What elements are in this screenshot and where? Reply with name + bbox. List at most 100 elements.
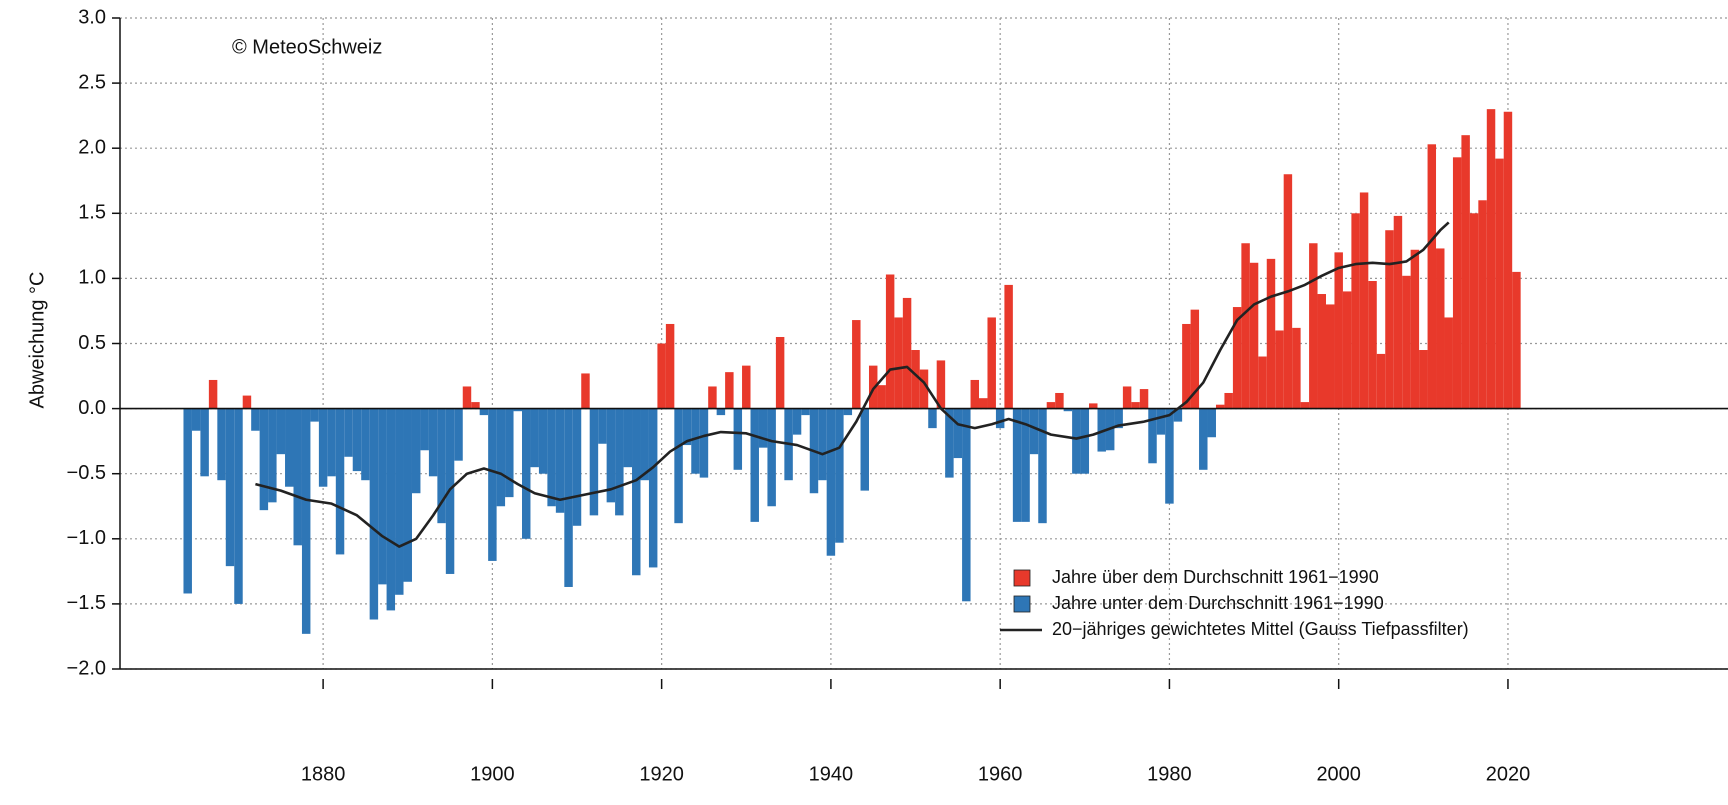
bar <box>877 385 886 409</box>
bar <box>995 408 1005 429</box>
bar <box>1241 243 1250 409</box>
bar <box>572 408 582 526</box>
bar <box>1173 408 1183 422</box>
bar <box>1410 249 1420 409</box>
bar <box>462 386 472 409</box>
bar <box>361 408 370 481</box>
y-tick-label: −0.5 <box>67 462 106 484</box>
bar <box>581 373 590 409</box>
bar <box>1317 294 1326 409</box>
y-tick-label: 2.5 <box>78 71 106 93</box>
bar <box>1080 408 1090 474</box>
bar <box>1258 356 1267 409</box>
bar <box>420 408 429 451</box>
x-tick-label: 1920 <box>639 763 684 785</box>
y-tick-label: 3.0 <box>78 6 106 28</box>
bar <box>919 369 929 409</box>
bar <box>1266 258 1276 409</box>
bar <box>479 408 489 416</box>
bar <box>1495 158 1504 409</box>
bar <box>758 408 768 448</box>
bar <box>276 408 286 455</box>
bar <box>1444 317 1453 409</box>
y-tick-label: 0.0 <box>78 397 106 419</box>
bar <box>259 408 269 511</box>
bar <box>1376 353 1386 409</box>
bar <box>352 408 362 472</box>
x-tick-label: 2000 <box>1316 763 1361 785</box>
bar <box>1368 281 1377 409</box>
bar <box>1122 386 1132 409</box>
bar <box>191 408 201 431</box>
bar <box>1148 408 1157 464</box>
bar <box>1486 109 1496 409</box>
bar <box>1215 404 1225 409</box>
legend-label: Jahre unter dem Durchschnitt 1961−1990 <box>1052 593 1384 613</box>
bar <box>513 408 522 412</box>
legend-label: Jahre über dem Durchschnitt 1961−1990 <box>1052 567 1379 587</box>
bar <box>750 408 759 522</box>
bar <box>767 408 776 507</box>
bar <box>962 408 971 602</box>
bar <box>1427 144 1437 409</box>
smoothed-line <box>255 221 1450 548</box>
bar <box>1275 330 1284 409</box>
bar <box>1249 262 1259 409</box>
bar <box>242 395 252 409</box>
bar <box>936 360 946 409</box>
bar <box>301 408 311 634</box>
bar <box>775 336 785 409</box>
bar <box>488 408 497 561</box>
bar <box>640 408 649 481</box>
bar <box>386 408 396 611</box>
bar <box>1309 243 1318 409</box>
bar <box>674 408 683 524</box>
y-tick-label: 0.5 <box>78 332 106 354</box>
bar <box>843 408 853 416</box>
bar <box>725 372 734 409</box>
bar <box>505 408 514 498</box>
bar <box>1190 309 1200 409</box>
legend-label: 20−jähriges gewichtetes Mittel (Gauss Ti… <box>1052 619 1469 639</box>
bar <box>742 365 751 409</box>
bar <box>310 408 319 422</box>
bar <box>1359 192 1369 409</box>
bar <box>928 408 937 429</box>
bar <box>860 408 869 491</box>
bar <box>1199 408 1208 470</box>
bar <box>285 408 294 487</box>
bar <box>987 317 996 409</box>
bar <box>708 386 717 409</box>
bar <box>1351 213 1360 409</box>
bar <box>1089 403 1098 409</box>
bar <box>1207 408 1216 438</box>
bar <box>1114 408 1123 429</box>
x-tick-label: 1880 <box>301 763 346 785</box>
bar <box>979 398 988 409</box>
bar <box>953 408 963 459</box>
bar <box>1334 252 1343 409</box>
bar <box>665 323 675 409</box>
bar <box>1224 392 1233 409</box>
bar <box>657 343 666 409</box>
bar <box>733 408 743 470</box>
bar <box>894 317 903 409</box>
bar <box>1072 408 1081 474</box>
bar <box>606 408 616 503</box>
bar <box>335 408 345 555</box>
bar <box>1385 230 1394 409</box>
bar <box>1097 408 1106 452</box>
bar <box>183 408 192 594</box>
bar <box>1393 215 1403 409</box>
bar <box>378 408 387 585</box>
bar <box>1038 408 1047 524</box>
bar <box>344 408 353 457</box>
bar <box>902 297 912 409</box>
bar <box>1232 307 1242 409</box>
x-tick-label: 1980 <box>1147 763 1192 785</box>
bar <box>1469 213 1479 409</box>
bar <box>1292 327 1301 409</box>
bar <box>852 320 861 409</box>
bar <box>403 408 412 582</box>
bar <box>699 408 709 478</box>
